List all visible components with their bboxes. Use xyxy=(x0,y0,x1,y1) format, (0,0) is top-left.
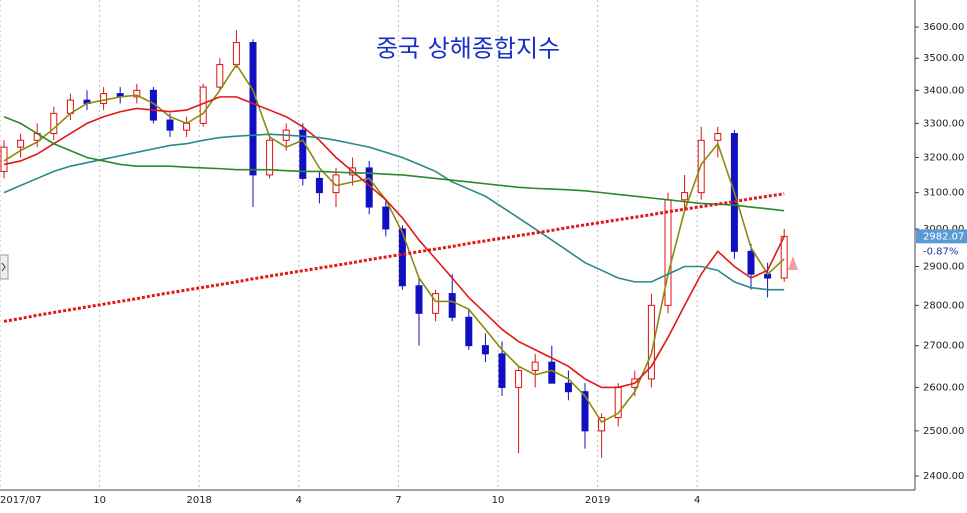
y-tick-label: 3100.00 xyxy=(923,188,964,199)
price-box xyxy=(916,229,967,244)
toggle-arrow xyxy=(1,262,6,272)
panel-toggle[interactable] xyxy=(0,254,9,280)
candle-body xyxy=(780,235,788,279)
candle-body xyxy=(133,89,141,98)
change-label: -0.87% xyxy=(923,246,958,257)
y-tick-label: 3300.00 xyxy=(923,118,964,129)
candle-body xyxy=(398,228,406,287)
candle-body xyxy=(332,174,340,194)
y-tick-label: 2600.00 xyxy=(923,382,964,393)
y-tick-label: 2700.00 xyxy=(923,341,964,352)
y-tick-label: 3500.00 xyxy=(923,53,964,64)
moving-average-line xyxy=(3,96,785,389)
candle-body xyxy=(481,345,489,355)
candle-body xyxy=(232,42,240,66)
candle-body xyxy=(183,122,191,131)
x-tick-label: 4 xyxy=(296,495,302,506)
y-tick-label: 2900.00 xyxy=(923,261,964,272)
candle-body xyxy=(415,285,423,314)
candle-body xyxy=(100,93,108,104)
candle-body xyxy=(714,133,722,141)
candle-body xyxy=(50,112,58,135)
candle-body xyxy=(681,192,689,201)
candle-body xyxy=(465,316,473,347)
candle-body xyxy=(448,293,456,318)
candle-body xyxy=(598,417,606,432)
y-tick-label: 3200.00 xyxy=(923,152,964,163)
y-tick-label: 2800.00 xyxy=(923,300,964,311)
x-tick-label: 4 xyxy=(694,495,700,506)
price-label: 2982.07 xyxy=(923,231,964,242)
up-marker xyxy=(788,256,798,270)
x-tick-label: 7 xyxy=(395,495,401,506)
y-tick-label: 3400.00 xyxy=(923,85,964,96)
moving-average-line xyxy=(3,115,785,212)
x-tick-label: 10 xyxy=(492,495,505,506)
candle-body xyxy=(166,119,174,131)
candle-body xyxy=(382,206,390,230)
candle-body xyxy=(564,382,572,393)
x-tick-label: 10 xyxy=(93,495,106,506)
candle-body xyxy=(17,139,25,148)
x-tick-label: 2017/07 xyxy=(0,495,42,506)
moving-average-line xyxy=(3,133,785,291)
moving-average-line xyxy=(3,63,785,424)
candle-body xyxy=(216,64,224,88)
candle-body xyxy=(249,42,257,176)
moving-average-line xyxy=(3,192,785,323)
candle-body xyxy=(664,199,672,306)
candle-body xyxy=(299,129,307,179)
candle-body xyxy=(581,391,589,432)
y-tick-label: 2400.00 xyxy=(923,471,964,482)
y-tick-label: 3600.00 xyxy=(923,22,964,33)
x-tick-label: 2018 xyxy=(186,495,211,506)
candle-body xyxy=(266,139,274,176)
candle-body xyxy=(432,293,440,314)
candle-body xyxy=(515,370,523,388)
chart-title: 중국 상해종합지수 xyxy=(376,35,560,63)
candle-body xyxy=(315,177,323,194)
candle-body xyxy=(531,361,539,372)
candle-body xyxy=(199,86,207,124)
x-tick-label: 2019 xyxy=(585,495,610,506)
candle-body xyxy=(548,361,556,384)
plot-area xyxy=(0,0,915,490)
candle-body xyxy=(747,250,755,275)
y-tick-label: 2500.00 xyxy=(923,426,964,437)
candle-body xyxy=(498,353,506,388)
